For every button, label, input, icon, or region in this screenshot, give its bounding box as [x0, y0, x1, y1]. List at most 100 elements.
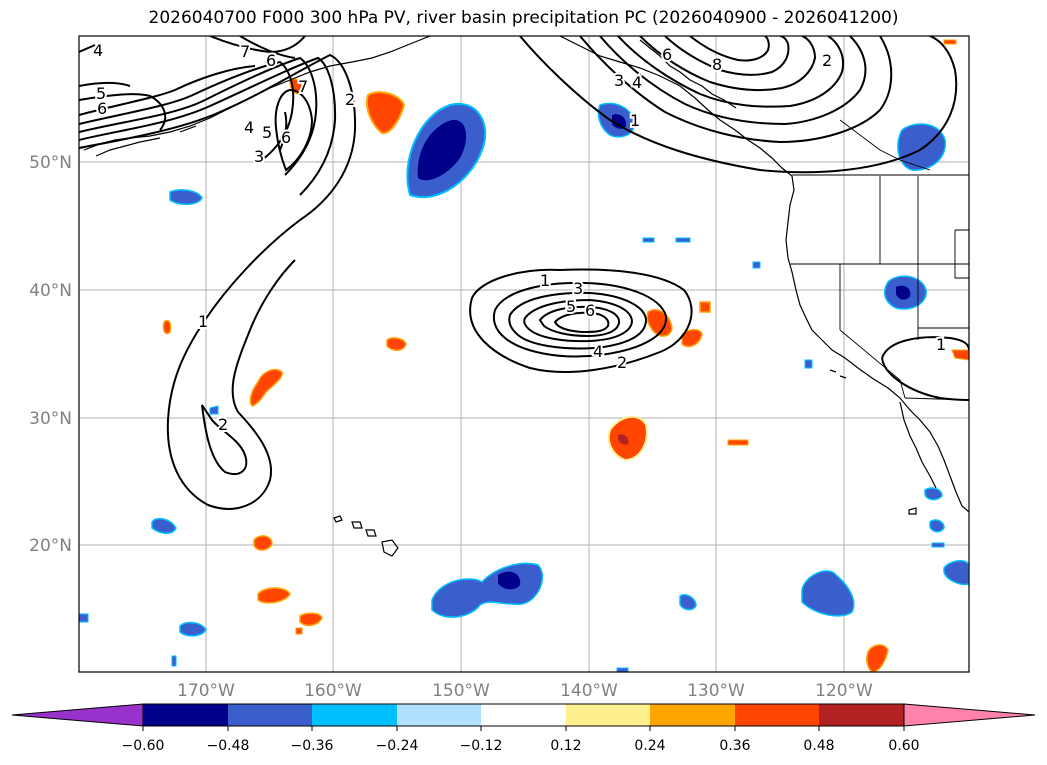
contour-label: 5	[566, 297, 576, 316]
colorbar-tick-label: −0.48	[207, 738, 250, 754]
contour-label: 4	[632, 73, 642, 92]
precip-blob	[299, 612, 323, 627]
contour-label: 6	[662, 45, 672, 64]
contour-label: 6	[585, 301, 595, 320]
contour-label: 1	[936, 335, 946, 354]
colorbar-segment	[397, 704, 481, 726]
precip-blob	[931, 542, 945, 548]
contour-label: 2	[218, 415, 228, 434]
contour-label: 4	[93, 41, 103, 60]
precip-blob	[209, 405, 219, 415]
precip-blob	[675, 237, 691, 243]
colorbar-tick-label: −0.60	[122, 738, 165, 754]
precip-blob	[866, 644, 889, 672]
precip-blob	[681, 328, 703, 348]
precip-blob	[679, 594, 697, 611]
colorbar-segment	[228, 704, 312, 726]
precip-blob	[929, 519, 945, 533]
colorbar-extend-high	[903, 703, 1036, 727]
contour-label: 7	[298, 77, 308, 96]
precip-blob	[642, 237, 655, 243]
colorbar-segment	[735, 704, 819, 726]
contour-label: 3	[614, 71, 624, 90]
precip-blob	[151, 517, 177, 534]
contour-label: 2	[822, 51, 832, 70]
contour-label: 1	[630, 111, 640, 130]
precip-blob	[896, 285, 911, 300]
contour-label: 6	[266, 51, 276, 70]
precip-blob	[295, 627, 303, 635]
map-title: 2026040700 F000 300 hPa PV, river basin …	[148, 8, 899, 28]
precip-blob	[171, 655, 177, 667]
precip-blob	[699, 301, 711, 313]
precip-blob	[924, 487, 943, 501]
lon-label-170w: 170°W	[177, 681, 235, 701]
precip-blob	[79, 613, 89, 623]
precip-blob	[607, 415, 648, 462]
lat-label-50n: 50°N	[29, 153, 72, 173]
colorbar-tick-label: −0.24	[376, 738, 419, 754]
colorbar-segment	[650, 704, 735, 726]
precip-blob	[179, 621, 207, 637]
colorbar-tick-label: 0.36	[719, 738, 750, 754]
precip-blob	[249, 368, 283, 407]
lat-label-40n: 40°N	[29, 281, 72, 301]
lat-label-20n: 20°N	[29, 536, 72, 556]
precip-blob	[162, 319, 172, 335]
precip-blob	[366, 91, 406, 135]
colorbar-frame	[142, 703, 905, 727]
precip-blob	[951, 349, 969, 361]
longitude-labels: 170°W 160°W 150°W 140°W 130°W 120°W	[177, 681, 873, 701]
contour-label: 6	[97, 99, 107, 118]
contour-label: 4	[244, 118, 254, 137]
precip-blob	[617, 434, 629, 445]
precip-blob	[897, 123, 946, 171]
contour-label: 4	[593, 342, 603, 361]
precip-blob	[169, 189, 203, 205]
gridlines	[79, 36, 969, 672]
colorbar-extend-low	[11, 703, 144, 727]
precip-blob	[804, 359, 813, 369]
precip-blob	[943, 39, 957, 45]
contour-label: 6	[281, 128, 291, 147]
colorbar-tick-label: 0.24	[634, 738, 665, 754]
lon-label-160w: 160°W	[304, 681, 362, 701]
precip-blob	[386, 337, 407, 351]
contour-label: 3	[573, 279, 583, 298]
precip-blob	[727, 439, 749, 446]
contour-labels: 4 7 6 5 6 7 2 4 5 6 3 1 2 3 4 6 8 2 1 1 …	[91, 39, 948, 436]
colorbar-tick-label: −0.12	[460, 738, 503, 754]
lon-label-140w: 140°W	[560, 681, 618, 701]
precip-blob	[498, 571, 521, 590]
precip-blob	[752, 261, 761, 269]
colorbar-ticks	[142, 726, 905, 731]
precip-blob	[253, 535, 273, 551]
contour-label: 2	[617, 353, 627, 372]
colorbar-segment	[312, 704, 397, 726]
colorbar: −0.60 −0.48 −0.36 −0.24 −0.12 0.12 0.24 …	[11, 703, 1036, 754]
contour-label: 1	[198, 312, 208, 331]
precip-blob	[616, 667, 629, 672]
latitude-labels: 50°N 40°N 30°N 20°N	[29, 153, 72, 556]
colorbar-segment	[481, 704, 566, 726]
lon-label-150w: 150°W	[432, 681, 490, 701]
contour-label: 8	[712, 55, 722, 74]
precip-blob	[417, 119, 467, 181]
lon-label-130w: 130°W	[687, 681, 745, 701]
precip-blob	[612, 114, 627, 129]
contour-label: 7	[240, 42, 250, 61]
colorbar-tick-label: 0.60	[888, 738, 919, 754]
precip-blob	[257, 587, 291, 604]
colorbar-segment	[566, 704, 650, 726]
precip-blob	[801, 570, 855, 617]
colorbar-tick-label: 0.48	[803, 738, 834, 754]
contour-label: 3	[254, 147, 264, 166]
pv-contours	[79, 36, 969, 510]
contour-label: 1	[540, 271, 550, 290]
precip-shading	[79, 39, 969, 672]
lon-label-120w: 120°W	[815, 681, 873, 701]
colorbar-segment	[143, 704, 228, 726]
map-frame	[78, 35, 970, 673]
contour-label: 2	[345, 90, 355, 109]
